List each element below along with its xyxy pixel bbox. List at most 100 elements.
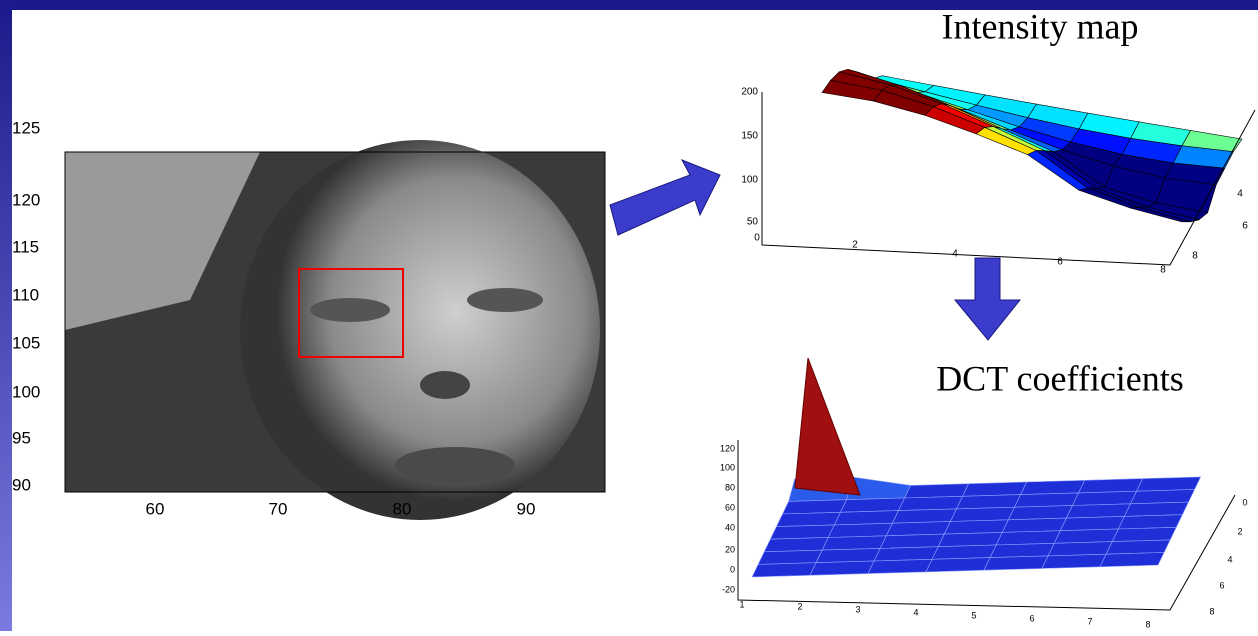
tick-label: 110: [12, 285, 39, 304]
surface-patch: [874, 547, 938, 561]
arrow: [955, 258, 1020, 340]
intensity-surface: [822, 69, 1242, 222]
surface-patch: [1042, 554, 1106, 568]
tick-label: 4: [1227, 554, 1232, 564]
surface-patch: [938, 532, 1002, 546]
surface-patch: [1131, 490, 1195, 504]
surface-patch: [1079, 479, 1143, 493]
tick-label: 200: [741, 87, 758, 98]
tick-label: 1: [739, 599, 744, 609]
surface-patch: [841, 498, 905, 512]
surface-patch: [764, 538, 828, 552]
tick-label: 105: [12, 333, 40, 352]
surface-patch: [828, 523, 892, 537]
tick-label: 8: [1209, 606, 1214, 616]
surface-patch: [1100, 553, 1164, 567]
surface-patch: [892, 509, 956, 523]
tick-label: 2: [852, 240, 858, 251]
tick-label: 60: [146, 499, 165, 518]
tick-label: 120: [720, 443, 735, 453]
surface-patch: [1073, 491, 1137, 505]
arrow: [610, 160, 720, 235]
surface-patch: [950, 507, 1014, 521]
tick-label: 100: [741, 175, 758, 186]
surface-patch: [1124, 502, 1188, 516]
surface-patch: [880, 534, 944, 548]
surface-patch: [1137, 477, 1201, 491]
surface-patch: [770, 525, 834, 539]
tick-label: 8: [1160, 265, 1166, 276]
tick-label: 6: [1057, 257, 1063, 268]
surface-patch: [1021, 480, 1085, 494]
tick-label: 6: [1029, 613, 1034, 623]
surface-patch: [1048, 542, 1112, 556]
face-image: [65, 140, 605, 520]
tick-label: 125: [12, 118, 40, 137]
surface-patch: [886, 522, 950, 536]
tick-label: 100: [12, 382, 40, 401]
surface-patch: [1008, 506, 1072, 520]
surface-patch: [899, 496, 963, 510]
tick-label: 4: [913, 607, 918, 617]
tick-label: 80: [393, 499, 412, 518]
surface-patch: [810, 561, 874, 575]
surface-patch: [1002, 518, 1066, 532]
surface-patch: [758, 550, 822, 564]
tick-label: 6: [1219, 580, 1224, 590]
tick-label: 90: [12, 475, 31, 494]
tick-label: 95: [12, 428, 31, 447]
surface-patch: [1118, 515, 1182, 529]
surface-patch: [868, 559, 932, 573]
tick-label: 4: [952, 249, 958, 260]
tick-label: 120: [12, 190, 40, 209]
surface-patch: [1054, 529, 1118, 543]
surface-patch: [1112, 527, 1176, 541]
tick-label: 100: [720, 462, 735, 472]
surface-patch: [816, 548, 880, 562]
tick-label: 8: [1145, 619, 1150, 629]
surface-patch: [996, 531, 1060, 545]
tick-label: 2: [797, 601, 802, 611]
surface-spike: [795, 358, 860, 495]
tick-label: 6: [1242, 221, 1248, 232]
tick-label: 0: [1242, 497, 1247, 507]
tick-label: 150: [741, 131, 758, 142]
tick-label: 7: [1087, 616, 1092, 626]
tick-label: -20: [722, 584, 735, 594]
plot-title: Intensity map: [942, 6, 1139, 46]
tick-label: 3: [855, 604, 860, 614]
tick-label: 80: [725, 482, 735, 492]
surface-patch: [1066, 504, 1130, 518]
tick-label: 2: [1237, 526, 1242, 536]
surface-patch: [1106, 540, 1170, 554]
plot-title: DCT coefficients: [936, 358, 1184, 398]
surface-patch: [1015, 493, 1079, 507]
surface-patch: [752, 563, 816, 577]
tick-label: 40: [725, 522, 735, 532]
left-band: [0, 0, 12, 631]
surface-patch: [957, 495, 1021, 509]
tick-label: 90: [517, 499, 536, 518]
tick-label: 20: [725, 544, 735, 554]
tick-label: 0: [730, 564, 735, 574]
surface-patch: [990, 543, 1054, 557]
tick-label: 50: [747, 217, 759, 228]
surface-patch: [1060, 516, 1124, 530]
tick-label: 5: [971, 610, 976, 620]
surface-patch: [776, 512, 840, 526]
surface-patch: [984, 556, 1048, 570]
surface-patch: [944, 520, 1008, 534]
tick-label: 0: [754, 233, 760, 244]
surface-patch: [932, 545, 996, 559]
tick-label: 4: [1237, 189, 1243, 200]
tick-label: 8: [1192, 251, 1198, 262]
tick-label: 60: [725, 502, 735, 512]
tick-label: 115: [12, 237, 39, 256]
tick-label: 70: [269, 499, 288, 518]
surface-patch: [783, 500, 847, 514]
slide: Intensity map DCT coefficients 125120115…: [0, 0, 1258, 631]
surface-patch: [822, 536, 886, 550]
surface-patch: [905, 484, 969, 498]
surface-patch: [963, 482, 1027, 496]
surface-patch: [926, 558, 990, 572]
